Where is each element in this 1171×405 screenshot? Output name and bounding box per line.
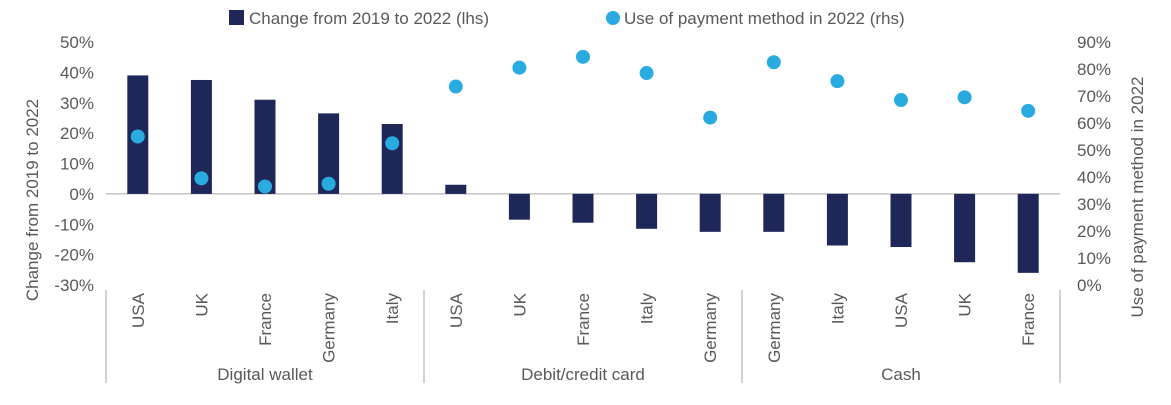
dot <box>894 93 908 108</box>
category-label: USA <box>892 292 911 328</box>
bar <box>445 184 467 194</box>
group-label: Cash <box>881 365 921 384</box>
bar <box>254 99 276 194</box>
right-tick-label: 20% <box>1077 222 1111 241</box>
dot <box>321 176 336 191</box>
left-axis-title: Change from 2019 to 2022 <box>23 99 42 301</box>
bar <box>572 193 594 223</box>
bar <box>699 193 721 232</box>
group-label: Digital wallet <box>217 365 313 384</box>
category-label: France <box>1019 293 1038 346</box>
bar <box>954 193 976 263</box>
category-label: USA <box>129 292 148 328</box>
right-tick-label: 50% <box>1077 141 1111 160</box>
legend-bar-label: Change from 2019 to 2022 (lhs) <box>249 9 489 28</box>
dot <box>130 129 145 144</box>
category-label: France <box>256 293 275 346</box>
category-label: Italy <box>638 293 657 325</box>
left-tick-label: -30% <box>54 276 94 295</box>
left-tick-label: 30% <box>60 94 94 113</box>
category-label: France <box>574 293 593 346</box>
dot <box>957 90 972 105</box>
dot <box>258 179 272 194</box>
legend-dot-marker <box>606 11 620 25</box>
bar <box>826 193 848 246</box>
bar <box>763 193 785 232</box>
dot <box>194 171 209 186</box>
bar <box>190 79 212 194</box>
dot <box>512 60 527 75</box>
legend-bar-marker <box>229 10 244 25</box>
left-tick-label: 0% <box>69 185 94 204</box>
left-tick-label: 50% <box>60 33 94 52</box>
right-tick-label: 10% <box>1077 249 1111 268</box>
category-label: UK <box>956 292 975 316</box>
group-label: Debit/credit card <box>521 365 645 384</box>
left-tick-label: -10% <box>54 215 94 234</box>
legend-dot-label: Use of payment method in 2022 (rhs) <box>624 9 905 28</box>
left-tick-label: 10% <box>60 155 94 174</box>
dot <box>1021 103 1036 118</box>
bar <box>318 113 340 194</box>
dot <box>766 55 781 70</box>
right-axis-title: Use of payment method in 2022 <box>1128 77 1147 318</box>
left-tick-label: 20% <box>60 124 94 143</box>
bar <box>636 193 658 229</box>
dot <box>448 79 463 94</box>
category-label: Germany <box>701 293 720 363</box>
plot-area: 50% 40% 30% 20% 10% 0% -10% -20% -30% 90% 80% 70% 60… <box>54 33 1111 384</box>
right-tick-label: 80% <box>1077 60 1111 79</box>
category-label: Italy <box>383 293 402 325</box>
right-tick-label: 0% <box>1077 276 1102 295</box>
right-tick-label: 40% <box>1077 168 1111 187</box>
category-label: UK <box>510 292 529 316</box>
dot <box>576 49 590 64</box>
right-tick-label: 90% <box>1077 33 1111 52</box>
dot <box>830 74 845 89</box>
dot <box>703 110 718 125</box>
left-tick-label: -20% <box>54 246 94 265</box>
right-tick-label: 30% <box>1077 195 1111 214</box>
bar <box>1017 193 1039 273</box>
category-label: Italy <box>828 293 847 325</box>
right-tick-label: 60% <box>1077 114 1111 133</box>
category-label: UK <box>192 292 211 316</box>
bar <box>890 193 912 248</box>
dot <box>639 66 654 81</box>
left-tick-label: 40% <box>60 63 94 82</box>
bar <box>508 193 530 220</box>
bar <box>381 124 403 194</box>
dot <box>385 136 400 151</box>
right-tick-label: 70% <box>1077 87 1111 106</box>
category-label: Germany <box>765 293 784 363</box>
category-label: USA <box>447 292 466 328</box>
legend: Change from 2019 to 2022 (lhs) Use of pa… <box>229 9 905 28</box>
category-label: Germany <box>320 293 339 363</box>
